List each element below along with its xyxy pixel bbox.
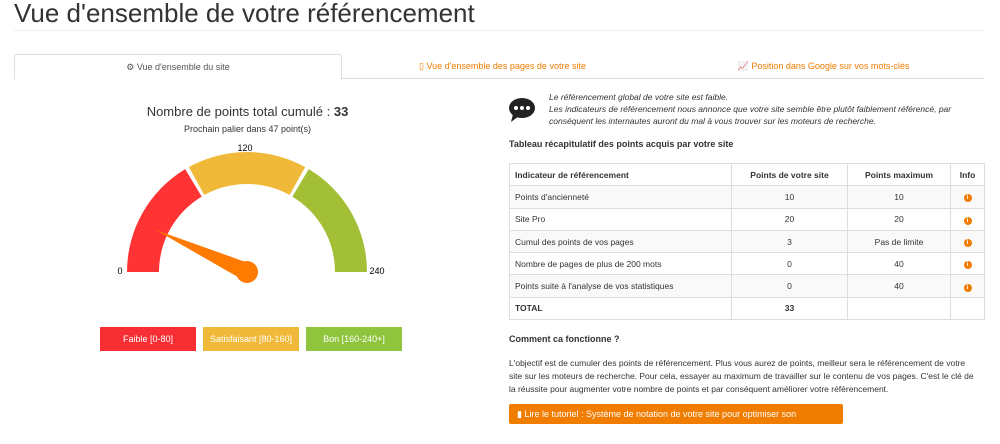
- gauge-segment-bon: [292, 169, 367, 272]
- gauge-needle: [156, 230, 251, 281]
- info-cell[interactable]: i: [950, 185, 985, 209]
- empty-cell: [950, 296, 985, 321]
- total-points: Nombre de points total cumulé : 33: [0, 104, 495, 119]
- info-cell[interactable]: i: [950, 229, 985, 254]
- legend-faible: Faible [0-80]: [100, 327, 196, 351]
- site-points-cell: 10: [731, 185, 848, 209]
- gauge-hub: [236, 261, 258, 283]
- tutorial-button[interactable]: ▮ Lire le tutoriel : Système de notation…: [509, 404, 843, 439]
- indicator-cell: Points d'ancienneté: [509, 185, 732, 209]
- indicator-cell: Cumul des points de vos pages: [509, 229, 732, 254]
- line-chart-icon: 📈: [737, 61, 752, 71]
- tabs: ⚙ Vue d'ensemble du site ▯ Vue d'ensembl…: [14, 54, 984, 80]
- empty-cell: [847, 296, 951, 321]
- total-value: 33: [333, 104, 349, 119]
- book-icon: ▮: [517, 409, 525, 419]
- site-points-cell: 0: [731, 274, 848, 298]
- tab-site-overview[interactable]: ⚙ Vue d'ensemble du site: [14, 54, 342, 80]
- file-icon: ▯: [419, 61, 427, 71]
- gauge-mid-label: 120: [237, 143, 252, 153]
- total-label: Nombre de points total cumulé :: [146, 104, 334, 119]
- tab-label: Vue d'ensemble des pages de votre site: [426, 61, 586, 71]
- indicator-cell: Points suite à l'analyse de vos statisti…: [509, 274, 732, 298]
- col-max-points: Points maximum: [847, 162, 951, 187]
- gauge-segment-satisfaisant: [188, 152, 306, 196]
- score-gauge: 0 120 240: [117, 143, 385, 283]
- tab-pages-overview[interactable]: ▯ Vue d'ensemble des pages de votre site: [342, 54, 663, 78]
- how-title: Comment ca fonctionne ?: [509, 334, 620, 344]
- table-row: Nombre de pages de plus de 200 mots 0 40 i: [509, 252, 985, 276]
- gauge-legend: Faible [0-80] Satisfaisant [80-160] Bon …: [100, 327, 402, 351]
- gauge-min-label: 0: [117, 266, 122, 276]
- max-points-cell: 40: [847, 252, 951, 276]
- table-header: Indicateur de référencement Points de vo…: [509, 162, 985, 187]
- table-row: Cumul des points de vos pages 3 Pas de lim…: [509, 229, 985, 254]
- message-line: conséquent les internautes auront du mal…: [549, 116, 876, 126]
- total-value: 33: [731, 296, 848, 321]
- gauge-max-label: 240: [369, 266, 384, 276]
- col-info: Info: [950, 162, 985, 187]
- legend-bon: Bon [160-240+]: [306, 327, 402, 351]
- gauge-segment-faible: [127, 169, 202, 272]
- info-cell[interactable]: i: [950, 252, 985, 276]
- info-icon[interactable]: i: [963, 283, 972, 292]
- seo-message: Le référencement global de votre site es…: [549, 91, 951, 127]
- max-points-cell: 40: [847, 274, 951, 298]
- legend-satisfaisant: Satisfaisant [80-160]: [203, 327, 299, 351]
- max-points-cell: 20: [847, 207, 951, 231]
- message-line: Les indicateurs de référencement nous an…: [549, 104, 952, 114]
- indicator-cell: Nombre de pages de plus de 200 mots: [509, 252, 732, 276]
- page-title: Vue d'ensemble de votre référencement: [14, 0, 475, 28]
- max-points-cell: 10: [847, 185, 951, 209]
- table-row: Site Pro 20 20 i: [509, 207, 985, 231]
- info-cell[interactable]: i: [950, 207, 985, 231]
- table-row: Points suite à l'analyse de vos statisti…: [509, 274, 985, 298]
- max-points-cell: Pas de limite: [847, 229, 951, 254]
- comment-icon: [509, 98, 535, 122]
- table-row: Points d'ancienneté 10 10 i: [509, 185, 985, 209]
- info-icon[interactable]: i: [963, 216, 972, 225]
- site-points-cell: 0: [731, 252, 848, 276]
- total-label: TOTAL: [509, 296, 732, 321]
- info-icon[interactable]: i: [963, 194, 972, 203]
- col-indicator: Indicateur de référencement: [509, 162, 732, 187]
- tab-label: Vue d'ensemble du site: [136, 62, 230, 72]
- how-text: L'objectif est de cumuler des points de …: [509, 358, 974, 394]
- info-cell[interactable]: i: [950, 274, 985, 298]
- info-icon[interactable]: i: [963, 261, 972, 270]
- button-label: Lire le tutoriel : Système de notation d…: [517, 409, 797, 439]
- tab-label: Position dans Google sur vos mots-clés: [751, 61, 910, 71]
- site-points-cell: 20: [731, 207, 848, 231]
- points-table: Indicateur de référencement Points de vo…: [509, 162, 985, 321]
- col-site-points: Points de votre site: [731, 162, 848, 187]
- table-total-row: TOTAL 33: [509, 296, 985, 321]
- site-points-cell: 3: [731, 229, 848, 254]
- table-title: Tableau récapitulatif des points acquis …: [509, 139, 734, 149]
- message-line: Le référencement global de votre site es…: [549, 92, 729, 102]
- dashboard-icon: ⚙: [126, 62, 137, 72]
- info-icon[interactable]: i: [963, 239, 972, 248]
- next-level: Prochain palier dans 47 point(s): [183, 124, 312, 134]
- tab-google-position[interactable]: 📈 Position dans Google sur vos mots-clés: [663, 54, 984, 78]
- divider: [14, 30, 984, 31]
- indicator-cell: Site Pro: [509, 207, 732, 231]
